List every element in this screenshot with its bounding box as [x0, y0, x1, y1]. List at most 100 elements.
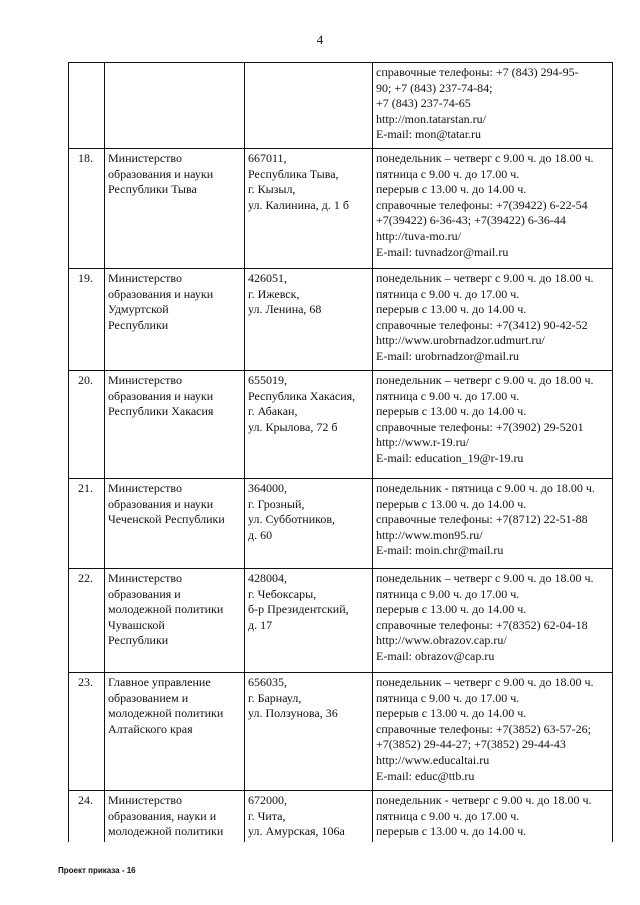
info-line: E-mail: urobrnadzor@mail.ru: [376, 349, 520, 363]
row-border: [68, 62, 613, 63]
info-line: E-mail: education_19@r-19.ru: [376, 451, 524, 465]
name-line: Удмуртской: [108, 302, 169, 317]
row-number: 21.: [78, 481, 93, 495]
info-line: перерыв с 13.00 ч. до 14.00 ч.: [376, 182, 527, 197]
info-line: пятница с 9.00 ч. до 17.00 ч.: [376, 286, 520, 301]
name-line: образования и науки: [108, 166, 214, 181]
name-line: Министерство: [108, 151, 182, 165]
info-line: перерыв с 13.00 ч. до 14.00 ч.: [376, 404, 527, 419]
info-line: +7(39422) 6-36-43; +7(39422) 6-36-44: [376, 213, 566, 228]
address-line: г. Чебоксары,: [248, 586, 317, 601]
name-line: Республики: [108, 317, 169, 332]
column-border: [372, 62, 373, 842]
row-border: [68, 568, 613, 569]
address-line: г. Абакан,: [248, 404, 298, 419]
info-line: понедельник – четверг с 9.00 ч. до 18.00…: [376, 373, 594, 387]
row-border: [68, 478, 613, 479]
info-line: понедельник – четверг с 9.00 ч. до 18.00…: [376, 571, 594, 585]
name-line: образования и науки: [108, 496, 214, 511]
name-line: Республики: [108, 633, 169, 648]
address-line: ул. Ленина, 68: [248, 302, 322, 317]
info-line: перерыв с 13.00 ч. до 14.00 ч.: [376, 824, 527, 839]
name-line: образования, науки и: [108, 808, 217, 823]
info-line: 90; +7 (843) 237-74-84;: [376, 80, 493, 95]
info-line: понедельник – четверг с 9.00 ч. до 18.00…: [376, 271, 594, 285]
info-line: пятница с 9.00 ч. до 17.00 ч.: [376, 166, 520, 181]
row-number: 19.: [78, 271, 93, 285]
address-line: 656035,: [248, 675, 287, 689]
address-line: 364000,: [248, 481, 287, 495]
name-line: молодежной политики: [108, 824, 224, 839]
address-line: г. Чита,: [248, 808, 286, 823]
column-border: [612, 62, 613, 842]
address-line: 655019,: [248, 373, 287, 387]
address-line: г. Ижевск,: [248, 286, 300, 301]
info-line: пятница с 9.00 ч. до 17.00 ч.: [376, 586, 520, 601]
name-line: Министерство: [108, 271, 182, 285]
info-line: перерыв с 13.00 ч. до 14.00 ч.: [376, 602, 527, 617]
name-line: образования и науки: [108, 286, 214, 301]
info-line: пятница с 9.00 ч. до 17.00 ч.: [376, 388, 520, 403]
row-border: [68, 672, 613, 673]
address-line: г. Грозный,: [248, 496, 305, 511]
info-line: http://www.educaltai.ru: [376, 753, 490, 767]
name-line: молодежной политики: [108, 602, 224, 617]
info-line: http://www.obrazov.cap.ru/: [376, 633, 507, 648]
info-line: пятница с 9.00 ч. до 17.00 ч.: [376, 808, 520, 823]
name-line: Министерство: [108, 793, 182, 807]
info-line: http://tuva-mo.ru/: [376, 229, 461, 243]
info-line: пятница с 9.00 ч. до 17.00 ч.: [376, 690, 520, 705]
info-line: понедельник – четверг с 9.00 ч. до 18.00…: [376, 151, 594, 165]
name-line: образованием и: [108, 690, 189, 705]
address-line: 667011,: [248, 151, 287, 165]
info-line: справочные телефоны: +7(3852) 63-57-26;: [376, 721, 591, 736]
address-line: ул. Амурская, 106а: [248, 824, 345, 839]
address-line: Республика Тыва,: [248, 166, 339, 181]
row-number: 22.: [78, 571, 93, 585]
name-line: образования и: [108, 586, 181, 601]
info-line: E-mail: tuvnadzor@mail.ru: [376, 244, 509, 259]
name-line: Чувашской: [108, 617, 165, 632]
address-line: д. 60: [248, 527, 273, 542]
info-line: справочные телефоны: +7(8352) 62-04-18: [376, 617, 588, 632]
info-line: +7 (843) 237-74-65: [376, 96, 471, 111]
info-line: перерыв с 13.00 ч. до 14.00 ч.: [376, 496, 527, 511]
info-line: E-mail: mon@tatar.ru: [376, 127, 482, 142]
info-line: справочные телефоны: +7(3412) 90-42-52: [376, 317, 588, 332]
row-border: [68, 790, 613, 791]
name-line: Алтайского края: [108, 721, 193, 736]
info-line: справочные телефоны: +7(3902) 29-5201: [376, 419, 584, 434]
row-number: 20.: [78, 373, 93, 387]
row-number: 18.: [78, 151, 93, 165]
column-border: [104, 62, 105, 842]
info-line: E-mail: educ@ttb.ru: [376, 768, 475, 783]
name-line: Главное управление: [108, 675, 211, 689]
info-line: http://mon.tatarstan.ru/: [376, 111, 486, 126]
name-line: образования и науки: [108, 388, 214, 403]
address-line: б-р Президентский,: [248, 602, 349, 617]
info-line: справочные телефоны: +7(39422) 6-22-54: [376, 197, 588, 212]
column-border: [244, 62, 245, 842]
row-border: [68, 370, 613, 371]
row-number: 23.: [78, 675, 93, 689]
column-border: [68, 62, 69, 842]
name-line: Министерство: [108, 481, 182, 495]
info-line: справочные телефоны: +7 (843) 294-95-: [376, 65, 579, 79]
row-number: 24.: [78, 793, 93, 807]
address-line: 426051,: [248, 271, 287, 285]
footer: Проект приказа - 16: [58, 866, 136, 875]
name-line: Республики Тыва: [108, 182, 197, 197]
info-line: понедельник – четверг с 9.00 ч. до 18.00…: [376, 675, 594, 689]
info-line: E-mail: obrazov@cap.ru: [376, 649, 495, 663]
address-line: ул. Субботников,: [248, 512, 336, 527]
name-line: Министерство: [108, 571, 182, 585]
info-line: E-mail: moin.chr@mail.ru: [376, 543, 504, 558]
address-line: г. Кызыл,: [248, 182, 296, 197]
info-line: перерыв с 13.00 ч. до 14.00 ч.: [376, 302, 527, 317]
address-line: ул. Ползунова, 36: [248, 706, 338, 721]
address-line: 672000,: [248, 793, 287, 807]
info-line: понедельник - четверг с 9.00 ч. до 18.00…: [376, 793, 592, 807]
name-line: Республики Хакасия: [108, 404, 214, 419]
address-line: г. Барнаул,: [248, 690, 302, 705]
